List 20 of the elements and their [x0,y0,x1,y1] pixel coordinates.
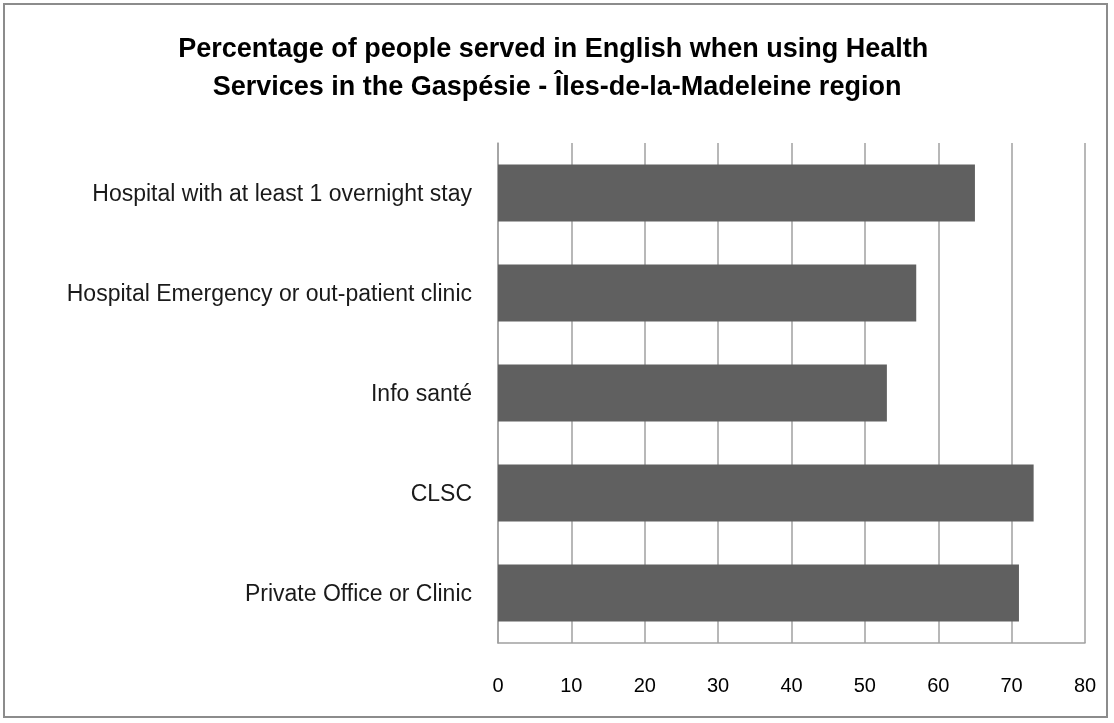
x-tick-label: 30 [707,674,730,696]
x-tick-label: 60 [927,674,950,696]
y-tick-label: Hospital Emergency or out-patient clinic [66,280,472,306]
x-tick-label: 10 [560,674,583,696]
x-tick-label: 20 [633,674,656,696]
x-tick-label: 70 [1000,674,1023,696]
x-tick-label: 0 [492,674,504,696]
bar [498,464,1034,522]
chart-title: Percentage of people served in English when using Health Services in the Gaspésie - Îles-de-la-Madeleine region [178,33,936,101]
bar [498,264,917,322]
x-tick-label: 50 [853,674,876,696]
x-tick-label: 80 [1073,674,1097,696]
bar [498,564,1019,622]
bar [498,364,887,422]
y-tick-label: Hospital with at least 1 overnight stay [92,180,473,206]
x-tick-label: 40 [780,674,803,696]
y-tick-label: Private Office or Clinic [244,580,472,606]
y-tick-label: CLSC [410,480,472,506]
bar [498,164,975,222]
y-tick-label: Info santé [370,380,472,406]
